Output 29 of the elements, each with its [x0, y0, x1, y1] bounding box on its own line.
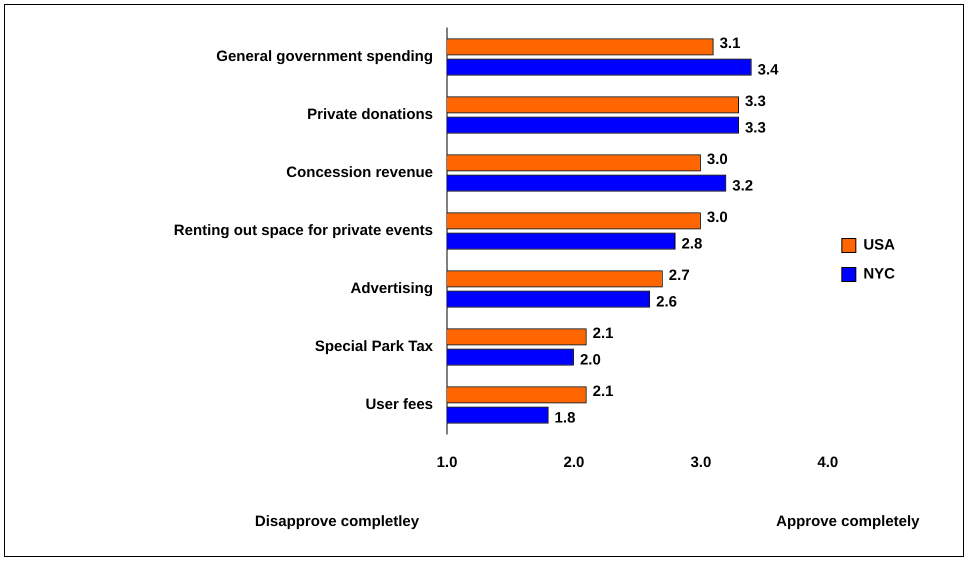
data-label: 3.0	[706, 208, 728, 226]
y-tick-label: Special Park Tax	[314, 338, 434, 356]
x-tick-label: 2.0	[564, 454, 584, 472]
data-label: 3.3	[744, 92, 766, 110]
legend-label: USA	[863, 236, 896, 254]
y-tick-label: Renting out space for private events	[174, 222, 433, 240]
y-tick-label: User fees	[365, 396, 433, 414]
x-tick-label: 3.0	[690, 454, 712, 472]
data-label: 3.1	[720, 34, 740, 52]
text: Disapprove completley	[254, 513, 420, 530]
legend-label: NYC	[863, 266, 896, 283]
data-label: 3.3	[744, 119, 766, 136]
x-tick-label: 4.0	[817, 454, 838, 472]
data-label: 2.8	[682, 235, 702, 252]
y-tick-label: General government spending	[216, 48, 433, 66]
data-label: 3.0	[706, 150, 728, 168]
data-label: 2.1	[592, 324, 614, 342]
y-tick-label: Private donations	[307, 106, 433, 124]
y-tick-label: Advertising	[350, 280, 433, 298]
data-label: 3.4	[758, 61, 780, 78]
data-label: 2.0	[580, 351, 601, 368]
data-label: 3.2	[732, 177, 754, 194]
data-label: 2.1	[592, 382, 614, 400]
text: Approve completely	[776, 513, 920, 530]
data-label: 2.7	[668, 266, 690, 284]
data-label: 1.8	[554, 409, 576, 426]
data-label: 2.6	[656, 293, 677, 310]
y-tick-label: Concession revenue	[286, 164, 433, 182]
x-tick-label: 1.0	[436, 454, 458, 472]
